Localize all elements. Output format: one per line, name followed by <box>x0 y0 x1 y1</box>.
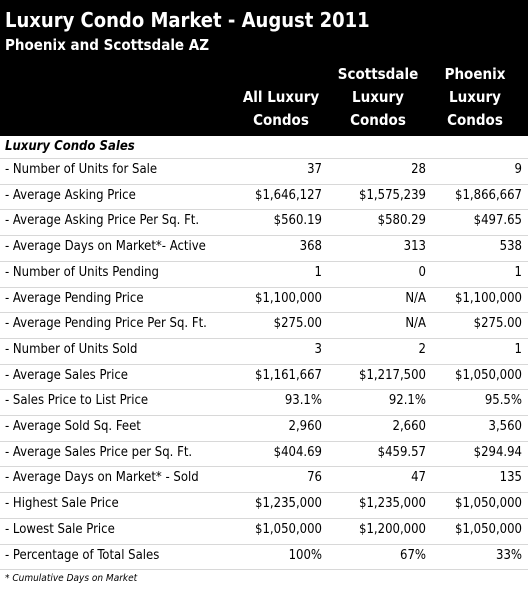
cell-value: 2,960 <box>288 419 322 434</box>
row-separator <box>0 492 528 494</box>
cell-value: $497.65 <box>473 213 522 229</box>
title: Luxury Condo Market - August 2011 <box>5 8 370 32</box>
row-separator <box>0 158 528 159</box>
row-separator <box>0 389 528 391</box>
column-header: Scottsdale <box>337 65 419 83</box>
row-separator <box>0 337 528 339</box>
column-header: Condos <box>253 111 309 129</box>
cell-value: $1,200,000 <box>359 521 426 537</box>
column-header: Condos <box>447 111 503 129</box>
row-separator <box>0 517 528 519</box>
cell-value: 1 <box>514 264 522 280</box>
cell-value: $1,100,000 <box>255 290 322 306</box>
footnote: * Cumulative Days on Market <box>5 573 138 584</box>
row-separator <box>0 363 528 365</box>
cell-value: 28 <box>411 162 426 177</box>
cell-value: 2 <box>418 341 426 357</box>
column-header: All Luxury <box>242 88 320 106</box>
column-header: Condos <box>350 111 406 129</box>
row-separator <box>0 569 528 571</box>
cell-value: $1,646,127 <box>255 187 322 203</box>
row-separator <box>0 415 528 416</box>
cell-value: 76 <box>307 470 322 486</box>
cell-value: 67% <box>400 547 426 563</box>
cell-value: $1,050,000 <box>255 521 322 537</box>
cell-value: $1,050,000 <box>455 367 522 383</box>
cell-value: 135 <box>499 470 522 486</box>
cell-value: $1,235,000 <box>255 496 322 512</box>
cell-value: 2,660 <box>392 419 426 434</box>
row-label: - Highest Sale Price <box>5 496 119 512</box>
row-label: - Lowest Sale Price <box>5 521 115 537</box>
cell-value: 100% <box>288 547 322 563</box>
header-band <box>0 0 528 136</box>
row-label: - Percentage of Total Sales <box>5 547 160 563</box>
cell-value: 0 <box>418 264 426 280</box>
row-separator <box>0 312 528 314</box>
row-label: - Average Days on Market*- Active <box>5 239 206 255</box>
cell-value: $1,235,000 <box>359 496 426 512</box>
cell-value: $1,866,667 <box>455 187 522 203</box>
row-separator <box>0 209 528 211</box>
row-label: - Sales Price to List Price <box>5 393 149 409</box>
row-label: - Average Pending Price Per Sq. Ft. <box>5 316 207 332</box>
section-title: Luxury Condo Sales <box>5 139 135 154</box>
row-label: - Average Asking Price <box>5 187 136 203</box>
subtitle: Phoenix and Scottsdale AZ <box>5 36 210 54</box>
cell-value: $294.94 <box>473 444 522 460</box>
cell-value: $560.19 <box>273 213 322 229</box>
row-label: - Average Days on Market* - Sold <box>5 470 199 486</box>
cell-value: 3 <box>314 341 322 357</box>
row-separator <box>0 466 528 468</box>
row-label: - Average Sold Sq. Feet <box>5 419 141 434</box>
row-label: - Average Pending Price <box>5 290 144 306</box>
cell-value: $1,050,000 <box>455 496 522 512</box>
row-label: - Number of Units for Sale <box>5 162 158 177</box>
cell-value: 313 <box>403 239 426 255</box>
cell-value: 3,560 <box>488 419 522 434</box>
row-label: - Number of Units Sold <box>5 341 138 357</box>
row-label: - Number of Units Pending <box>5 264 159 280</box>
row-label: - Average Sales Price <box>5 367 128 383</box>
cell-value: $404.69 <box>273 444 322 460</box>
cell-value: 93.1% <box>284 393 322 409</box>
row-separator <box>0 235 528 237</box>
cell-value: 538 <box>499 239 522 255</box>
row-separator <box>0 260 528 262</box>
cell-value: 1 <box>514 341 522 357</box>
column-header: Phoenix <box>444 65 506 83</box>
cell-value: 92.1% <box>388 393 426 409</box>
cell-value: $580.29 <box>377 213 426 229</box>
cell-value: 33% <box>496 547 522 563</box>
cell-value: 47 <box>411 470 426 486</box>
row-label: - Average Asking Price Per Sq. Ft. <box>5 213 200 229</box>
row-separator <box>0 440 528 442</box>
row-separator <box>0 286 528 288</box>
row-separator <box>0 543 528 545</box>
cell-value: $1,217,500 <box>359 367 426 383</box>
cell-value: $1,575,239 <box>359 187 426 203</box>
cell-value: N/A <box>405 316 426 332</box>
cell-value: 1 <box>314 264 322 280</box>
cell-value: 95.5% <box>484 393 522 409</box>
cell-value: 37 <box>307 162 322 177</box>
cell-value: N/A <box>405 290 426 306</box>
cell-value: $1,100,000 <box>455 290 522 306</box>
row-label: - Average Sales Price per Sq. Ft. <box>5 444 193 460</box>
cell-value: $1,050,000 <box>455 521 522 537</box>
cell-value: $1,161,667 <box>255 367 322 383</box>
cell-value: 368 <box>299 239 322 255</box>
row-separator <box>0 183 528 185</box>
cell-value: 9 <box>514 162 522 177</box>
cell-value: $459.57 <box>377 444 426 460</box>
cell-value: $275.00 <box>473 316 522 332</box>
cell-value: $275.00 <box>273 316 322 332</box>
column-header: Luxury <box>449 88 501 106</box>
column-header: Luxury <box>352 88 404 106</box>
